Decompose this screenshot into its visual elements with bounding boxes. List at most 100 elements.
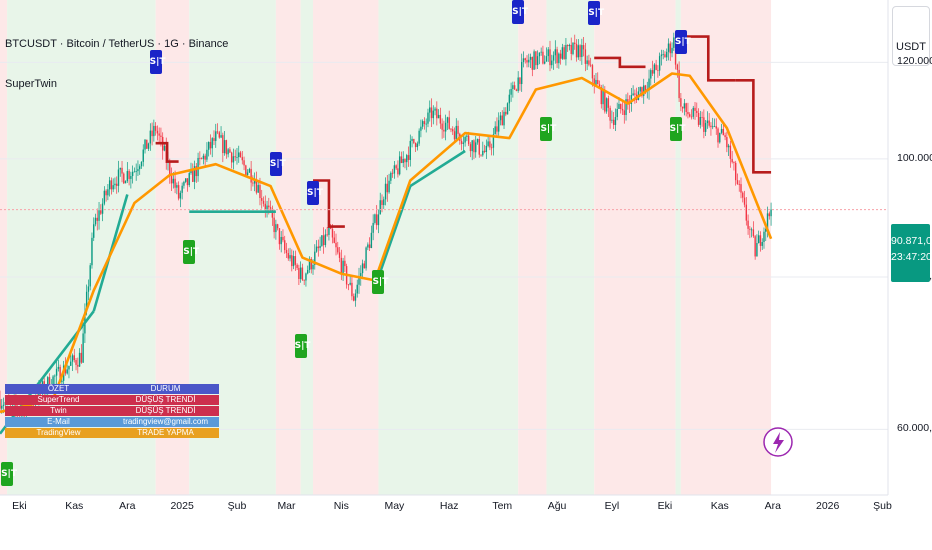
price-tick-label: 100.000,00 xyxy=(897,151,932,164)
trend-zone-bull xyxy=(378,0,519,495)
candle-body xyxy=(701,117,703,118)
candle-body xyxy=(754,236,756,257)
candle-body xyxy=(667,43,670,52)
candle-body xyxy=(717,128,719,143)
trend-zone-bull xyxy=(675,0,681,495)
candle-body xyxy=(404,158,406,163)
candle-body xyxy=(257,185,259,193)
candle-body xyxy=(683,103,686,109)
candle-body xyxy=(114,183,116,186)
candle-body xyxy=(559,53,562,59)
candle-body xyxy=(186,178,189,186)
candle-body xyxy=(485,145,488,153)
summary-table: ÖZET DURUM SuperTrend DÜŞÜŞ TRENDİ Twin DÜŞÜŞ… xyxy=(5,384,219,439)
candle-body xyxy=(71,355,74,362)
candle-body xyxy=(499,115,502,121)
candle-body xyxy=(653,64,656,74)
candle-body xyxy=(192,169,194,182)
candle-body xyxy=(413,138,415,143)
candle-body xyxy=(340,257,343,274)
sell-signal-badge: S|T xyxy=(674,29,691,54)
candle-body xyxy=(139,166,141,170)
candle-body xyxy=(549,49,551,66)
candle-body xyxy=(298,267,300,279)
candle-body xyxy=(195,166,198,177)
candle-body xyxy=(680,98,682,107)
candle-body xyxy=(107,189,109,196)
candle-body xyxy=(505,111,507,115)
candle-body xyxy=(372,222,374,233)
twin-line xyxy=(0,72,773,414)
candle-body xyxy=(188,173,190,186)
candle-body xyxy=(515,89,518,91)
candle-body xyxy=(294,256,297,265)
candle-body xyxy=(522,58,525,63)
candle-body xyxy=(565,44,567,60)
candle-body xyxy=(402,158,404,164)
candle-body xyxy=(483,150,486,153)
candle-body xyxy=(604,90,606,112)
candle-body xyxy=(142,149,144,162)
candle-body xyxy=(439,114,442,124)
candle-body xyxy=(0,399,1,409)
candle-body xyxy=(273,217,275,233)
candle-body xyxy=(662,54,664,56)
candle-body xyxy=(632,93,634,96)
candle-body xyxy=(620,103,622,109)
candle-body xyxy=(703,117,705,132)
candle-body xyxy=(170,176,173,184)
candle-body xyxy=(388,180,390,193)
candle-body xyxy=(513,85,516,90)
candle-body xyxy=(572,42,574,54)
candles xyxy=(0,32,772,425)
candle-body xyxy=(598,84,601,88)
candle-body xyxy=(227,149,229,155)
candle-body xyxy=(61,380,63,383)
indicator-name[interactable]: SuperTwin xyxy=(5,78,57,90)
replay-lightning-icon[interactable] xyxy=(763,427,793,457)
candle-body xyxy=(759,235,762,246)
candle-body xyxy=(259,185,261,199)
candle-body xyxy=(423,121,426,125)
candle-body xyxy=(275,224,277,233)
trend-zone-bear xyxy=(594,0,676,495)
buy-signal-badge: S|T xyxy=(540,117,556,142)
candle-body xyxy=(80,352,83,363)
candle-body xyxy=(112,185,114,190)
candle-body xyxy=(724,135,726,138)
candle-body xyxy=(234,156,236,158)
candle-body xyxy=(471,140,473,152)
candle-body xyxy=(589,64,592,66)
candle-body xyxy=(75,360,77,365)
candle-body xyxy=(494,126,496,135)
candle-body xyxy=(89,265,91,287)
currency-selector[interactable]: USDT xyxy=(892,6,930,66)
candle-body xyxy=(552,55,555,61)
currency-label: USDT xyxy=(896,41,926,53)
candle-body xyxy=(146,139,148,149)
time-tick-label: Mar xyxy=(277,500,296,512)
candle-body xyxy=(307,269,309,274)
candle-body xyxy=(347,284,350,286)
candle-body xyxy=(100,210,102,214)
candle-body xyxy=(314,251,316,265)
candle-body xyxy=(197,157,199,177)
candle-body xyxy=(441,123,443,130)
candle-body xyxy=(657,69,659,71)
candle-body xyxy=(765,228,767,232)
candle-body xyxy=(117,169,120,186)
candle-body xyxy=(551,60,553,66)
candle-body xyxy=(384,183,387,200)
candle-body xyxy=(1,405,3,409)
candle-body xyxy=(536,56,539,66)
candle-body xyxy=(713,126,716,128)
trend-zone-bull xyxy=(300,0,314,495)
candle-body xyxy=(452,129,454,132)
candle-body xyxy=(391,172,394,174)
candle-body xyxy=(482,150,484,156)
candle-body xyxy=(151,130,153,137)
candle-body xyxy=(77,364,79,367)
candle-body xyxy=(222,135,224,154)
candle-body xyxy=(476,139,479,143)
